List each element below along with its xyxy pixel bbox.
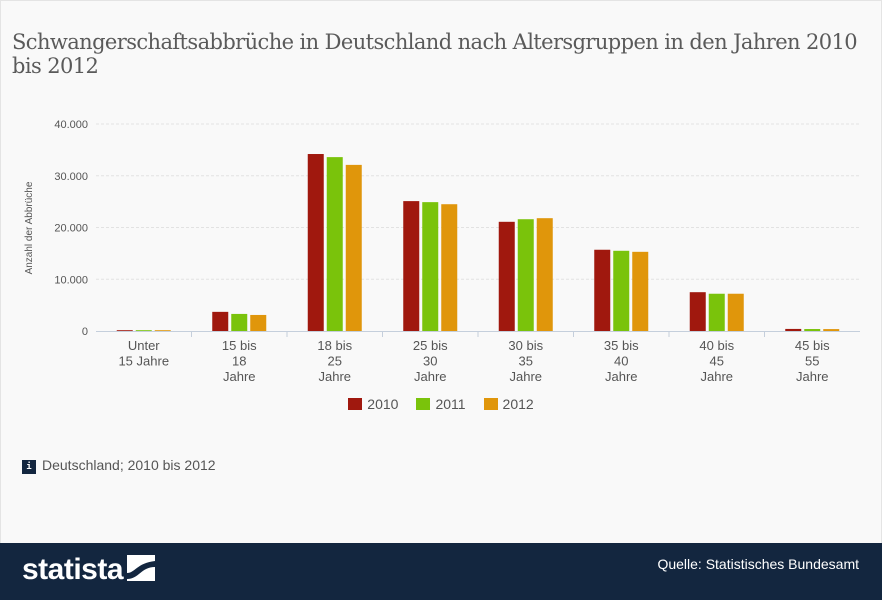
info-icon[interactable]: i: [22, 460, 36, 474]
bars: [116, 154, 840, 331]
bar-2010[interactable]: [689, 292, 706, 331]
x-tick-label: Jahre: [700, 369, 733, 384]
x-tick-label: 30: [423, 354, 437, 369]
y-tick-label: 10.000: [54, 274, 88, 286]
legend-swatch: [348, 398, 363, 410]
bar-2010[interactable]: [498, 221, 515, 331]
bar-2011[interactable]: [422, 202, 439, 331]
x-tick-label: Jahre: [796, 369, 829, 384]
bar-2012[interactable]: [441, 204, 458, 331]
bar-2012[interactable]: [536, 218, 553, 331]
source-text: Quelle: Statistisches Bundesamt: [657, 556, 859, 572]
y-tick-label: 0: [82, 326, 88, 338]
legend-label: 2011: [435, 396, 466, 412]
legend-swatch: [416, 398, 431, 410]
y-tick-label: 30.000: [54, 171, 88, 183]
y-tick-label: 40.000: [54, 119, 88, 131]
x-tick-label: 18: [232, 354, 246, 369]
bar-2012[interactable]: [345, 164, 362, 331]
bar-2011[interactable]: [804, 329, 821, 331]
x-tick-label: 45: [710, 354, 724, 369]
bar-2012[interactable]: [632, 251, 649, 331]
bar-2010[interactable]: [594, 249, 611, 331]
x-tick-label: 40 bis: [699, 338, 734, 353]
x-tick-label: 15 bis: [222, 338, 257, 353]
bar-2010[interactable]: [212, 311, 229, 331]
x-tick-label: Jahre: [509, 369, 542, 384]
bar-chart: 0 10.000 20.000 30.000 40.000 Anzahl der Abb…: [24, 119, 860, 384]
info-text: Deutschland; 2010 bis 2012: [42, 457, 216, 473]
bar-2010[interactable]: [403, 201, 420, 331]
x-tick-label: 55: [805, 354, 819, 369]
x-tick-label: 35 bis: [604, 338, 639, 353]
legend-swatch: [483, 398, 498, 410]
statista-logo-icon: [127, 555, 155, 581]
x-tick-label: 40: [614, 354, 628, 369]
gridlines: [96, 123, 860, 280]
bar-2010[interactable]: [785, 328, 802, 331]
x-tick-label: 18 bis: [317, 338, 352, 353]
y-tick-label: 20.000: [54, 223, 88, 235]
x-tick-label: Jahre: [318, 369, 351, 384]
x-tick-label: 25 bis: [413, 338, 448, 353]
statista-logo[interactable]: statista: [22, 553, 124, 586]
x-tick-label: Jahre: [605, 369, 638, 384]
bar-2012[interactable]: [154, 330, 171, 331]
legend-label: 2012: [502, 396, 534, 412]
legend: 2010 2011 2012: [0, 396, 882, 412]
bar-2011[interactable]: [231, 313, 248, 331]
bar-2011[interactable]: [326, 157, 343, 331]
bar-2011[interactable]: [517, 219, 534, 331]
legend-item-2012[interactable]: 2012: [483, 396, 534, 412]
x-tick-label: Jahre: [223, 369, 256, 384]
x-tick-label: Jahre: [414, 369, 447, 384]
bar-2011[interactable]: [135, 330, 152, 331]
x-tick-label: 15 Jahre: [118, 354, 169, 369]
x-tick-label: 25: [328, 354, 342, 369]
x-tick-label: 35: [519, 354, 533, 369]
bar-2010[interactable]: [116, 330, 133, 331]
bar-2010[interactable]: [307, 154, 324, 331]
bar-2012[interactable]: [727, 293, 744, 331]
info-note: i Deutschland; 2010 bis 2012: [22, 457, 216, 474]
bar-2012[interactable]: [823, 329, 840, 331]
y-axis-ticks: 0 10.000 20.000 30.000 40.000: [54, 119, 88, 338]
legend-label: 2010: [367, 396, 399, 412]
x-tick-label: 30 bis: [508, 338, 543, 353]
legend-item-2010[interactable]: 2010: [348, 396, 398, 412]
chart-title: Schwangerschaftsabbrüche in Deutschland …: [12, 30, 858, 78]
y-axis-label: Anzahl der Abbrüche: [24, 181, 35, 274]
bar-2011[interactable]: [708, 293, 725, 331]
footer: statista Quelle: Statistisches Bundesamt: [0, 543, 882, 600]
x-tick-label: Unter: [128, 338, 160, 353]
legend-item-2011[interactable]: 2011: [416, 396, 466, 412]
x-tick-label: 45 bis: [795, 338, 830, 353]
bar-2011[interactable]: [613, 250, 630, 331]
bar-2012[interactable]: [250, 314, 267, 331]
